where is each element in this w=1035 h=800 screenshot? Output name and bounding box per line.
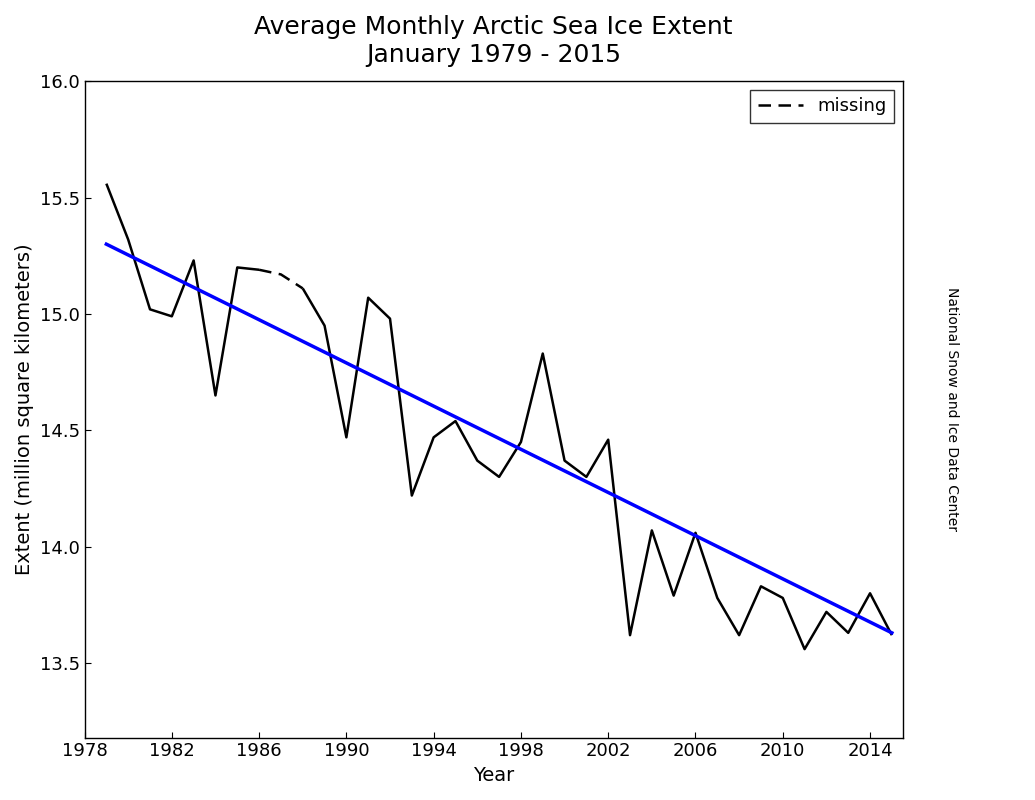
Title: Average Monthly Arctic Sea Ice Extent
January 1979 - 2015: Average Monthly Arctic Sea Ice Extent Ja…: [255, 15, 733, 67]
Legend: missing: missing: [750, 90, 894, 122]
missing: [274, 270, 287, 279]
Text: National Snow and Ice Data Center: National Snow and Ice Data Center: [945, 287, 958, 531]
X-axis label: Year: Year: [473, 766, 514, 785]
missing: [253, 265, 265, 274]
missing: [296, 283, 308, 293]
Line: missing: missing: [259, 270, 302, 288]
Y-axis label: Extent (million square kilometers): Extent (million square kilometers): [14, 244, 34, 575]
